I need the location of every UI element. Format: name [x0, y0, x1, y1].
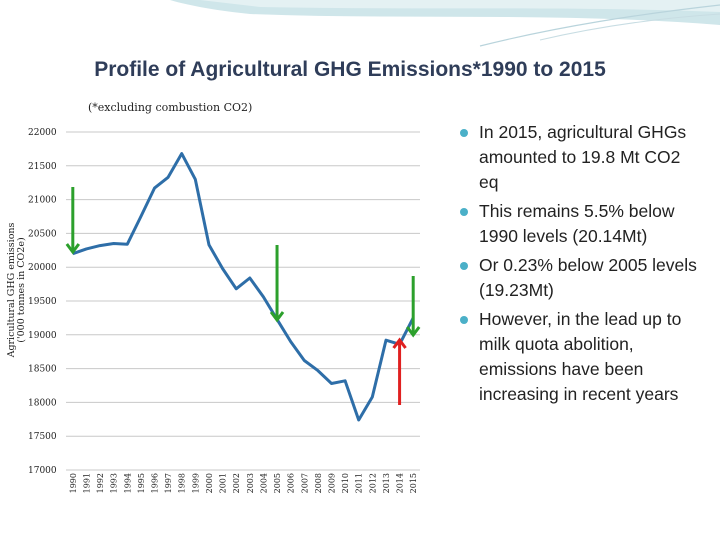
bullet-item: In 2015, agricultural GHGs amounted to 1… — [460, 120, 700, 195]
bullet-dot-icon — [460, 262, 468, 270]
y-tick-label: 21000 — [28, 196, 57, 206]
x-tick-label: 1993 — [110, 473, 119, 493]
x-tick-label: 2004 — [259, 473, 268, 493]
x-tick-label: 1992 — [96, 473, 105, 493]
x-tick-label: 2014 — [396, 473, 405, 493]
x-tick-label: 2012 — [368, 473, 377, 493]
x-tick-label: 2013 — [382, 473, 391, 493]
bullet-dot-icon — [460, 208, 468, 216]
x-tick-label: 2000 — [205, 473, 214, 493]
bullet-text: This remains 5.5% below 1990 levels (20.… — [479, 201, 675, 246]
x-tick-label: 2008 — [314, 473, 323, 493]
bullet-text: However, in the lead up to milk quota ab… — [479, 309, 682, 404]
x-tick-label: 1997 — [164, 473, 173, 493]
bullet-item: Or 0.23% below 2005 levels (19.23Mt) — [460, 253, 700, 303]
down-arrow-icon — [65, 187, 81, 255]
y-tick-label: 19500 — [28, 297, 57, 307]
emissions-line-chart: 17000 17500 18000 18500 19000 19500 20000 20500… — [6, 128, 421, 493]
x-tick-label: 2009 — [328, 473, 337, 493]
series-line — [72, 152, 415, 422]
y-axis-ticks: 17000 17500 18000 18500 19000 19500 20000 20500… — [28, 128, 57, 476]
bullet-text: In 2015, agricultural GHGs amounted to 1… — [479, 122, 687, 192]
y-tick-label: 22000 — [28, 128, 57, 138]
y-tick-label: 19000 — [28, 331, 57, 341]
x-tick-label: 2002 — [232, 473, 241, 493]
up-arrow-icon — [392, 337, 407, 405]
x-tick-label: 1995 — [137, 473, 146, 493]
x-tick-label: 1990 — [69, 473, 78, 493]
bullet-dot-icon — [460, 129, 468, 137]
y-tick-label: 21500 — [28, 162, 57, 172]
x-tick-label: 1994 — [123, 473, 132, 493]
chart-gridlines — [66, 131, 420, 471]
y-axis-label: Agricultural GHG emissions('000 tonnes i… — [6, 222, 27, 358]
chart-subtitle: (*excluding combustion CO2) — [88, 101, 253, 114]
x-tick-label: 1998 — [178, 473, 187, 493]
y-tick-label: 17500 — [28, 432, 57, 442]
x-tick-label: 2015 — [409, 473, 418, 493]
bullet-item: This remains 5.5% below 1990 levels (20.… — [460, 199, 700, 249]
x-tick-label: 1999 — [191, 473, 200, 493]
x-tick-label: 2007 — [300, 473, 309, 493]
x-tick-label: 2010 — [341, 473, 350, 493]
bullet-item: However, in the lead up to milk quota ab… — [460, 307, 700, 407]
x-tick-label: 2005 — [273, 473, 282, 493]
down-arrow-icon — [405, 276, 421, 338]
y-tick-label: 20000 — [28, 263, 57, 273]
x-tick-label: 1996 — [151, 473, 160, 493]
x-tick-label: 1991 — [82, 473, 91, 493]
bullet-dot-icon — [460, 316, 468, 324]
chart-annotations — [65, 187, 421, 405]
x-tick-label: 2003 — [246, 473, 255, 493]
down-arrow-icon — [269, 245, 285, 323]
y-tick-label: 18000 — [28, 398, 57, 408]
x-tick-label: 2011 — [355, 473, 364, 493]
y-tick-label: 18500 — [28, 365, 57, 375]
y-tick-label: 20500 — [28, 229, 57, 239]
bullet-list: In 2015, agricultural GHGs amounted to 1… — [460, 120, 700, 411]
header-swoosh-decoration — [170, 0, 720, 47]
bullet-text: Or 0.23% below 2005 levels (19.23Mt) — [479, 255, 697, 300]
x-axis-ticks: 1990 1991 1992 1993 1994 1995 1996 1997 1998 1999… — [69, 473, 418, 493]
y-tick-label: 17000 — [28, 466, 57, 476]
slide-title: Profile of Agricultural GHG Emissions*19… — [94, 58, 606, 81]
x-tick-label: 2001 — [219, 473, 228, 493]
x-tick-label: 2006 — [287, 473, 296, 493]
